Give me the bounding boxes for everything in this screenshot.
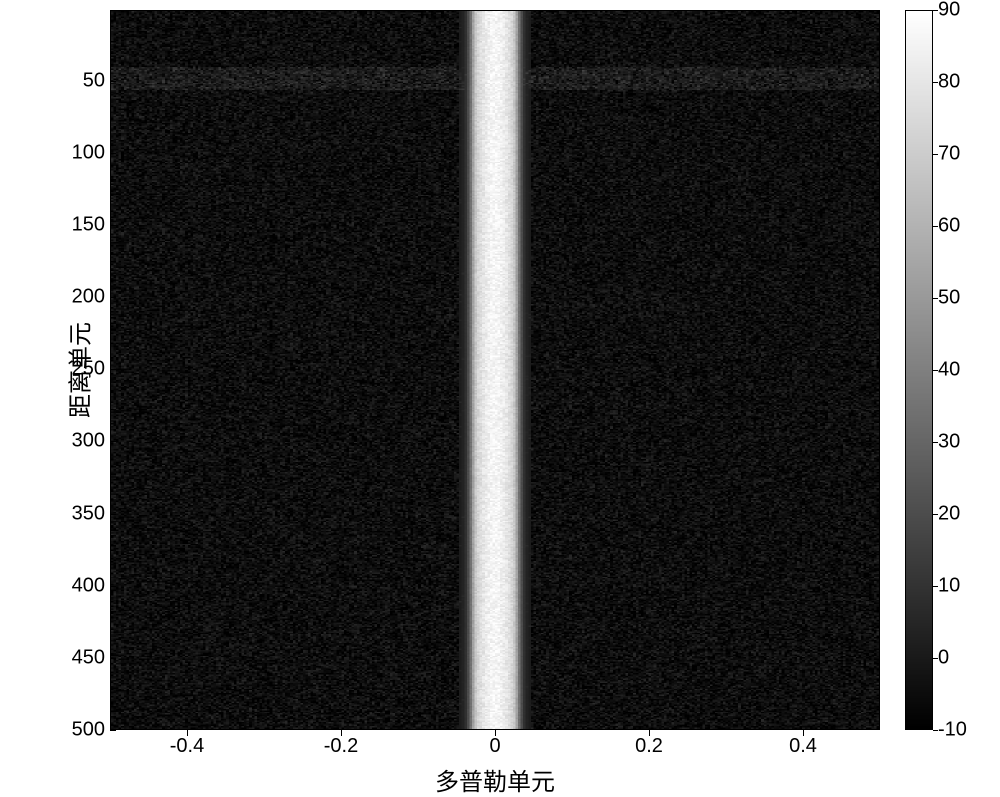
x-tick-label: -0.2 (324, 735, 358, 758)
y-tick-label: 350 (65, 502, 105, 525)
colorbar-tick-label: 10 (938, 575, 960, 598)
colorbar-tick-label: -10 (938, 719, 967, 742)
y-tick-mark (110, 369, 116, 370)
x-tick-mark (803, 730, 804, 736)
x-tick-mark (341, 730, 342, 736)
x-axis-ticks: -0.4 -0.2 0 0.2 0.4 (110, 735, 880, 765)
colorbar-tick-label: 30 (938, 431, 960, 454)
colorbar-tick-label: 40 (938, 359, 960, 382)
colorbar-tick-mark (933, 370, 938, 371)
y-tick-mark (110, 153, 116, 154)
y-tick-label: 150 (65, 213, 105, 236)
y-tick-mark (110, 514, 116, 515)
y-tick-label: 100 (65, 141, 105, 164)
y-tick-label: 200 (65, 286, 105, 309)
x-tick-mark (187, 730, 188, 736)
colorbar-tick-label: 20 (938, 503, 960, 526)
colorbar-tick-mark (933, 82, 938, 83)
x-tick-label: 0 (489, 735, 500, 758)
y-tick-mark (110, 441, 116, 442)
colorbar-tick-mark (933, 514, 938, 515)
colorbar-tick-label: 70 (938, 143, 960, 166)
colorbar-tick-mark (933, 586, 938, 587)
y-tick-mark (110, 586, 116, 587)
y-tick-label: 500 (65, 719, 105, 742)
x-tick-label: 0.4 (789, 735, 817, 758)
colorbar-tick-label: 0 (938, 647, 949, 670)
colorbar-tick-label: 50 (938, 287, 960, 310)
colorbar-tick-mark (933, 298, 938, 299)
y-tick-mark (110, 297, 116, 298)
colorbar-canvas (906, 11, 932, 729)
colorbar-tick-mark (933, 10, 938, 11)
y-tick-label: 450 (65, 646, 105, 669)
y-tick-label: 300 (65, 430, 105, 453)
x-tick-mark (495, 730, 496, 736)
y-axis-label: 距离单元 (61, 322, 96, 418)
colorbar-tick-label: 80 (938, 71, 960, 94)
colorbar-ticks: -100102030405060708090 (938, 10, 988, 730)
colorbar-tick-mark (933, 442, 938, 443)
colorbar-tick-mark (933, 658, 938, 659)
heatmap-canvas (111, 11, 879, 729)
colorbar (905, 10, 933, 730)
x-axis-label: 多普勒单元 (435, 762, 555, 797)
y-tick-label: 50 (65, 69, 105, 92)
colorbar-tick-label: 60 (938, 215, 960, 238)
x-tick-label: 0.2 (635, 735, 663, 758)
y-tick-label: 400 (65, 574, 105, 597)
x-tick-label: -0.4 (170, 735, 204, 758)
colorbar-tick-mark (933, 730, 938, 731)
colorbar-tick-mark (933, 154, 938, 155)
y-tick-mark (110, 225, 116, 226)
y-tick-mark (110, 730, 116, 731)
y-tick-mark (110, 81, 116, 82)
x-tick-mark (649, 730, 650, 736)
plot-frame (110, 10, 880, 730)
heatmap-plot (110, 10, 880, 730)
y-tick-mark (110, 658, 116, 659)
colorbar-tick-label: 90 (938, 0, 960, 22)
colorbar-tick-mark (933, 226, 938, 227)
